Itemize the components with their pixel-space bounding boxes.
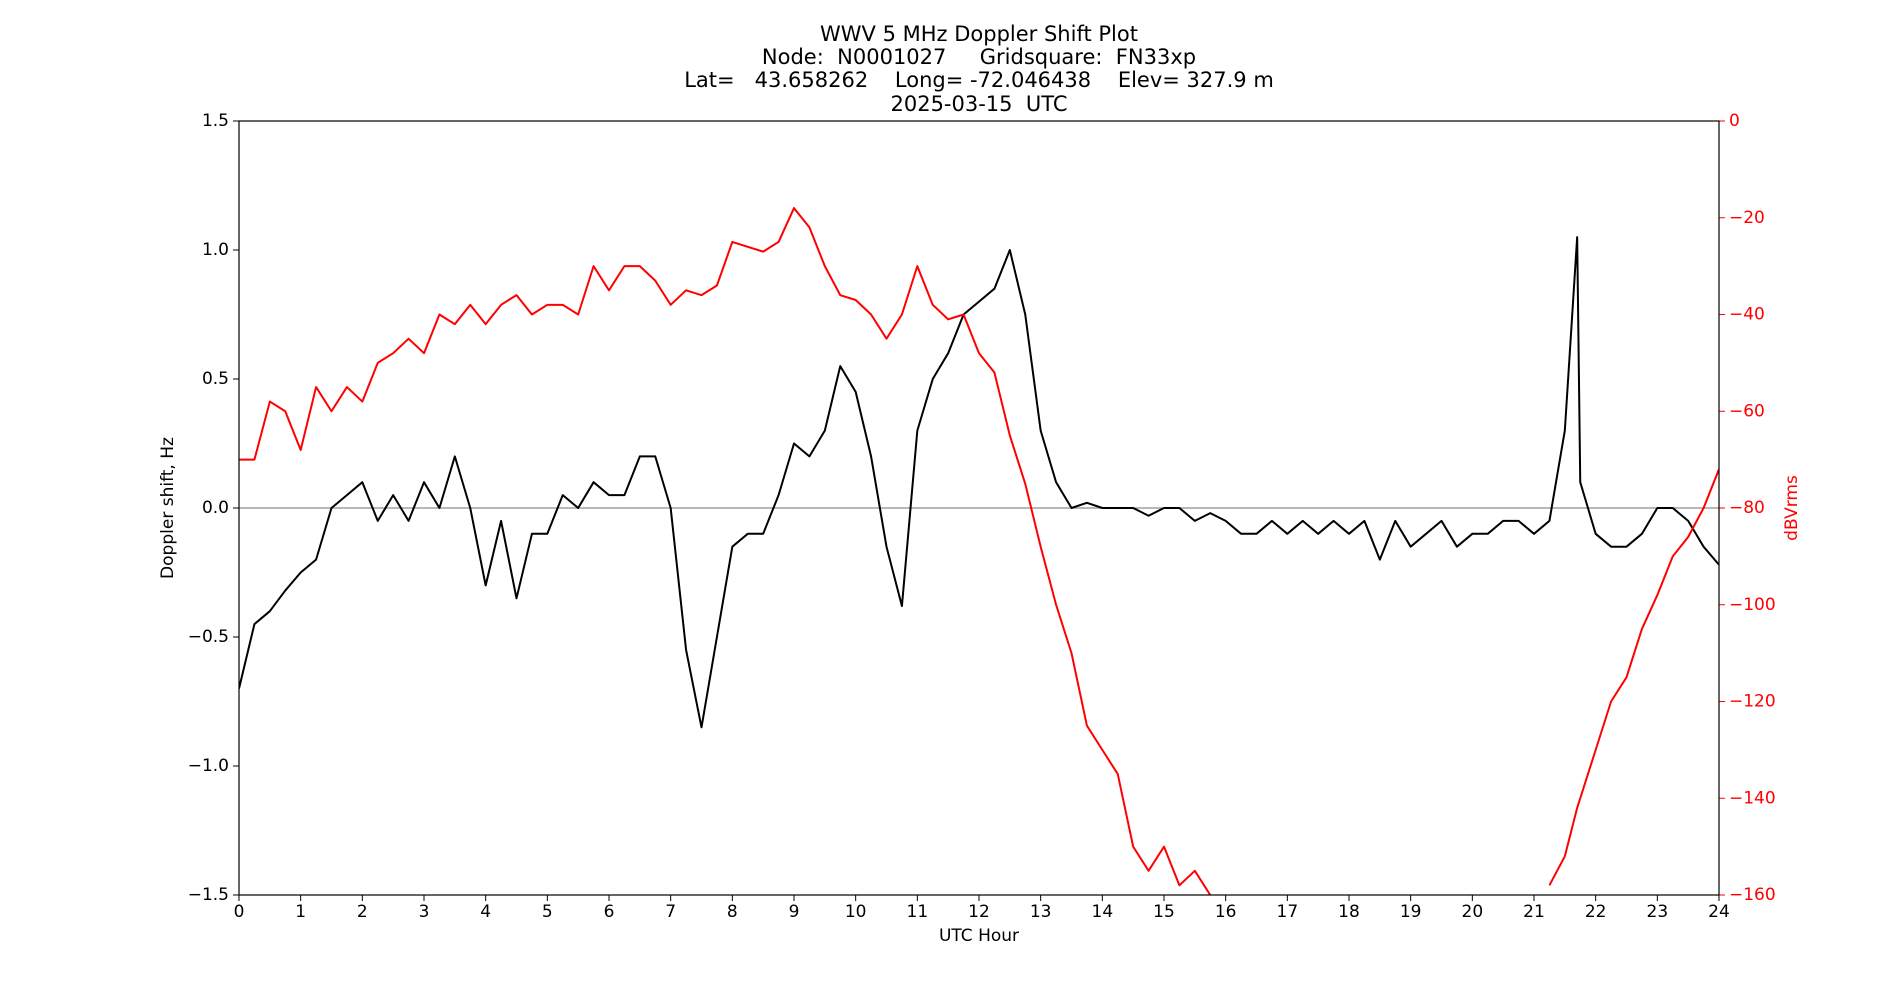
x-tick-label: 15 [1153,902,1175,922]
y-tick-label: 0.5 [202,369,229,389]
x-tick-label: 16 [1215,902,1237,922]
x-tick-label: 14 [1092,902,1114,922]
y2-tick-label: −160 [1729,885,1776,905]
x-axis-label: UTC Hour [939,926,1019,946]
y-axis-label: Doppler shift, Hz [158,437,178,579]
x-tick-label: 5 [542,902,553,922]
chart-subtitle: Lat= 43.658262 Long= -72.046438 Elev= 32… [684,68,1274,92]
x-tick-label: 18 [1338,902,1360,922]
x-tick-label: 20 [1462,902,1484,922]
y-tick-label: 0.0 [202,498,229,518]
y-tick-label: −1.5 [188,885,229,905]
chart-subtitle: 2025-03-15 UTC [890,92,1067,116]
y2-tick-label: −120 [1729,692,1776,712]
x-tick-label: 23 [1647,902,1669,922]
x-tick-label: 0 [234,902,245,922]
y-tick-label: 1.0 [202,240,229,260]
y-tick-label: −0.5 [188,627,229,647]
y2-tick-label: −60 [1729,401,1765,421]
y-tick-label: −1.0 [188,756,229,776]
y2-tick-label: −140 [1729,788,1776,808]
y-tick-label: 1.5 [202,111,229,131]
y2-axis-label: dBVrms [1782,475,1802,541]
x-tick-label: 11 [907,902,929,922]
x-tick-label: 12 [968,902,990,922]
series-line [239,236,1719,729]
x-tick-label: 4 [480,902,491,922]
x-tick-label: 19 [1400,902,1422,922]
y2-tick-label: −40 [1729,305,1765,325]
x-tick-label: 13 [1030,902,1052,922]
x-tick-label: 10 [845,902,867,922]
x-tick-label: 7 [665,902,676,922]
x-tick-label: 3 [419,902,430,922]
plot-area [239,207,1719,895]
x-tick-label: 1 [295,902,306,922]
x-tick-label: 8 [727,902,738,922]
series-line [239,207,1719,895]
chart-subtitle: Node: N0001027 Gridsquare: FN33xp [762,45,1196,69]
plot-frame [238,120,1720,896]
y2-tick-label: −20 [1729,208,1765,228]
x-tick-label: 24 [1708,902,1730,922]
x-tick-label: 6 [604,902,615,922]
y2-tick-label: 0 [1729,111,1740,131]
y2-tick-label: −80 [1729,498,1765,518]
x-tick-label: 9 [789,902,800,922]
x-tick-label: 2 [357,902,368,922]
x-tick-label: 17 [1277,902,1299,922]
x-tick-label: 22 [1585,902,1607,922]
x-tick-label: 21 [1523,902,1545,922]
chart-title: WWV 5 MHz Doppler Shift Plot [820,22,1138,46]
y2-tick-label: −100 [1729,595,1776,615]
